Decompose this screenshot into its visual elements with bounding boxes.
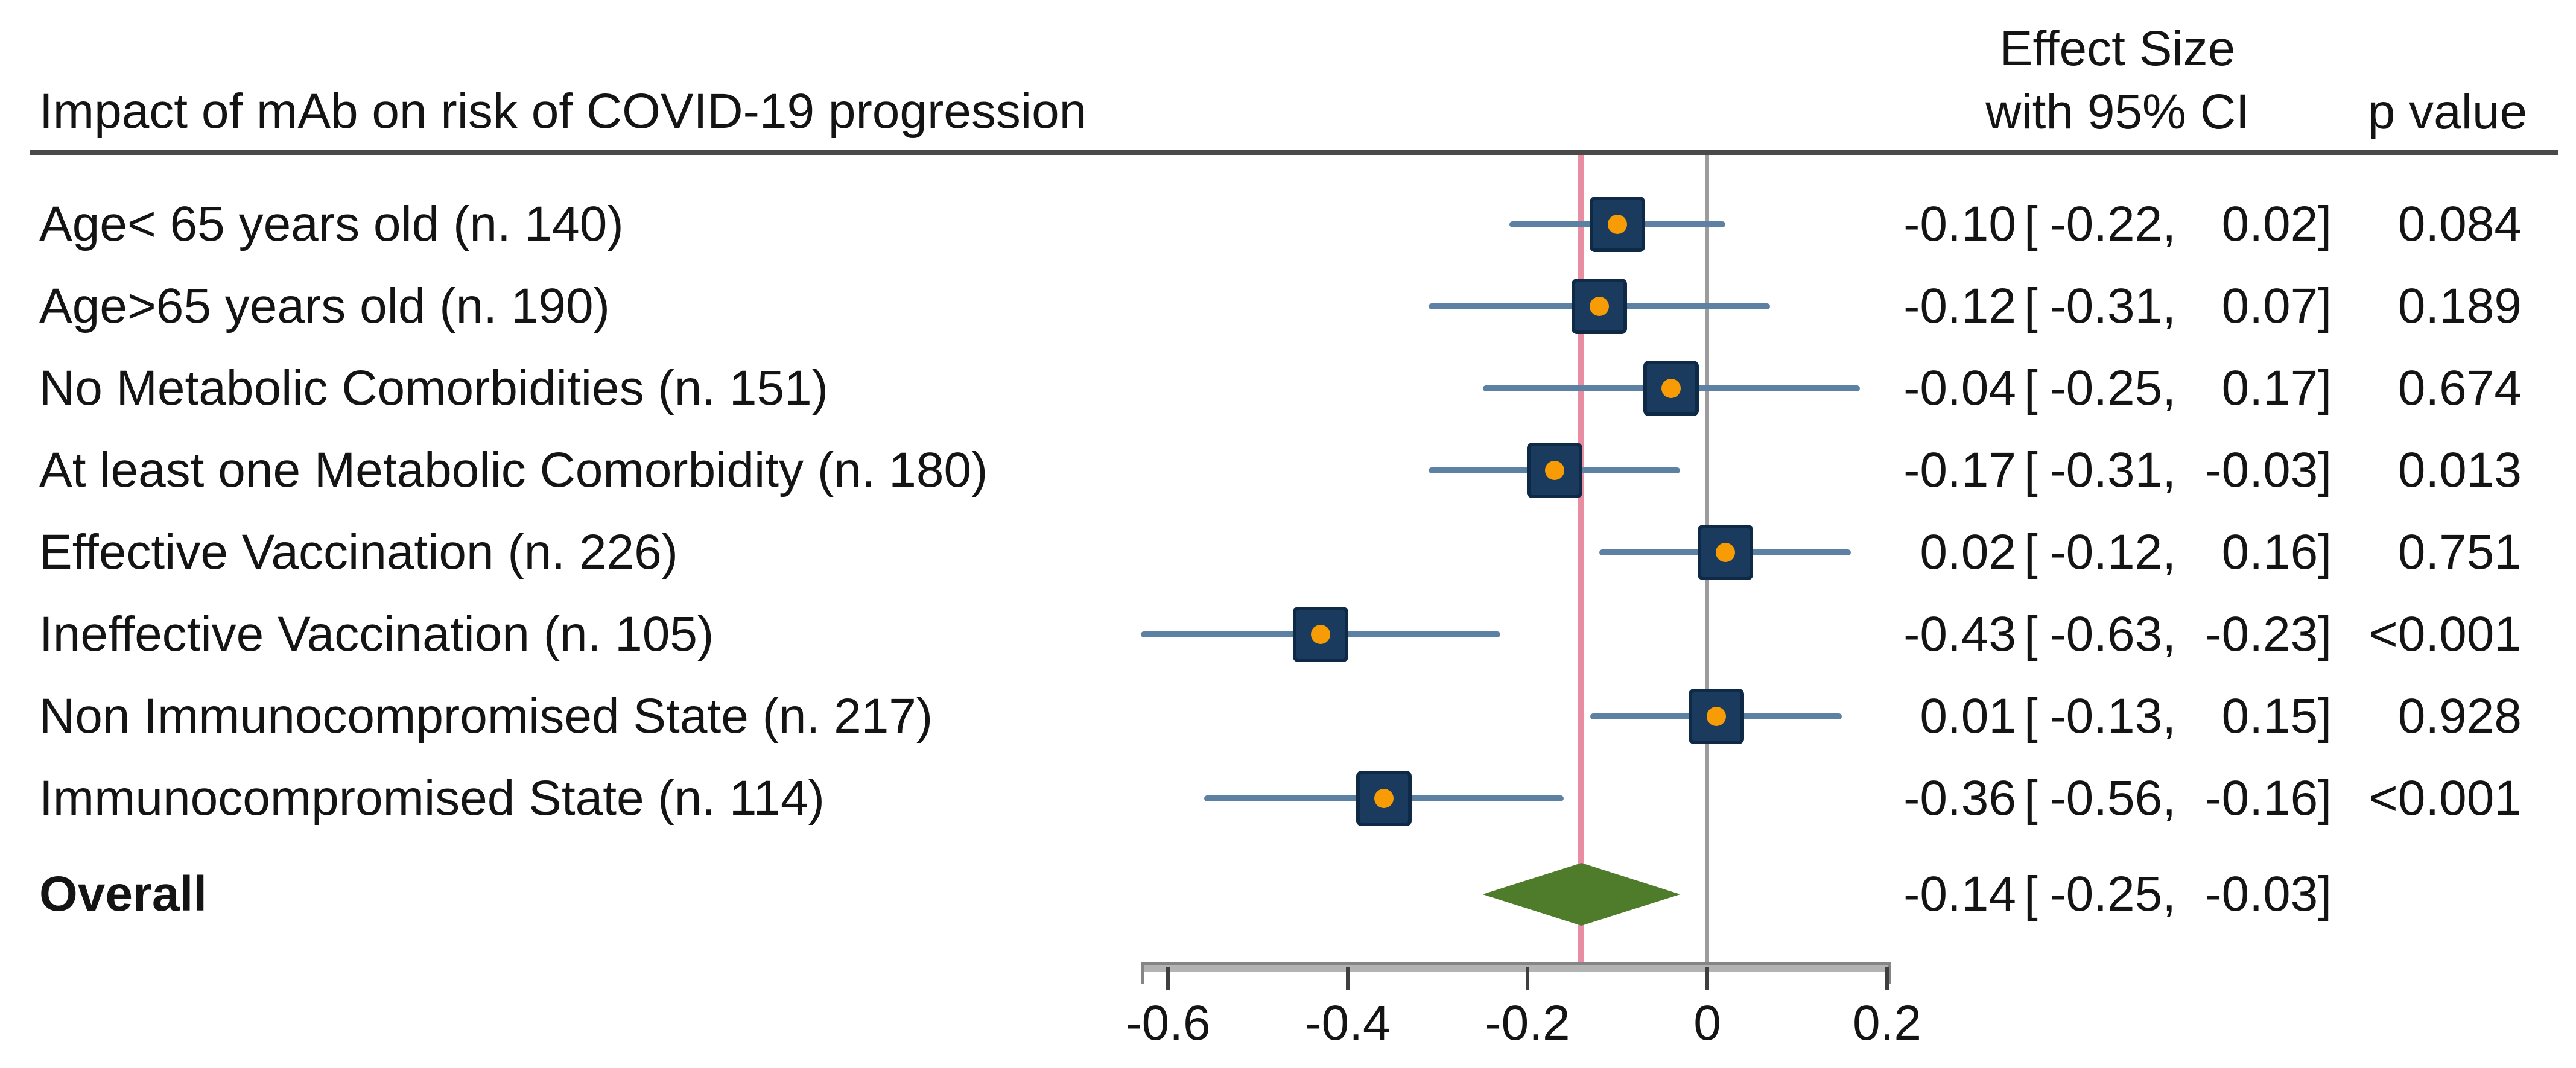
row-effect-estimate: -0.17 (1903, 443, 2016, 498)
effect-center-dot (1661, 379, 1681, 398)
row-ci-open-bracket: [ (2024, 607, 2038, 662)
effect-center-dot (1311, 625, 1331, 644)
overall-estimate-line (1578, 155, 1585, 962)
row-ci-open-bracket: [ (2024, 771, 2038, 826)
row-label: Age< 65 years old (n. 140) (39, 197, 624, 251)
row-ci-high: -0.23] (2205, 607, 2332, 662)
effect-center-dot (1374, 789, 1394, 808)
row-p-value: 0.751 (2397, 525, 2522, 580)
row-p-value: 0.189 (2397, 279, 2522, 333)
overall-effect-estimate: -0.14 (1903, 867, 2016, 921)
overall-diamond (1482, 863, 1681, 926)
row-effect-estimate: 0.02 (1920, 525, 2016, 580)
effect-center-dot (1544, 461, 1564, 480)
x-axis-tick-label: -0.2 (1485, 996, 1570, 1051)
row-ci-open-bracket: [ (2024, 361, 2038, 416)
row-effect-estimate: -0.36 (1903, 771, 2016, 826)
x-axis-line (1141, 962, 1892, 972)
row-label: At least one Metabolic Comorbidity (n. 1… (39, 443, 988, 498)
x-axis-tick (1885, 967, 1889, 990)
row-ci-open-bracket: [ (2024, 689, 2038, 744)
x-axis-tick (1166, 967, 1170, 990)
row-p-value: 0.084 (2397, 197, 2522, 251)
row-ci-high: 0.15] (2221, 689, 2332, 744)
overall-ci-open-bracket: [ (2024, 867, 2038, 921)
row-label: Age>65 years old (n. 190) (39, 279, 610, 333)
effect-center-dot (1715, 543, 1735, 562)
effect-center-dot (1608, 215, 1627, 234)
row-p-value: 0.013 (2397, 443, 2522, 498)
row-ci-open-bracket: [ (2024, 279, 2038, 333)
row-ci-open-bracket: [ (2024, 443, 2038, 498)
p-value-column-header: p value (2367, 84, 2528, 139)
overall-label: Overall (39, 867, 208, 921)
row-p-value: <0.001 (2368, 771, 2522, 826)
row-effect-estimate: -0.43 (1903, 607, 2016, 662)
row-ci-high: -0.16] (2205, 771, 2332, 826)
row-ci-low: -0.31, (2049, 443, 2176, 498)
page-title: Impact of mAb on risk of COVID-19 progre… (39, 84, 1087, 139)
row-ci-low: -0.56, (2049, 771, 2176, 826)
row-effect-estimate: -0.04 (1903, 361, 2016, 416)
x-axis-tick (1346, 967, 1350, 990)
row-ci-high: 0.16] (2221, 525, 2332, 580)
row-ci-low: -0.13, (2049, 689, 2176, 744)
overall-ci-low: -0.25, (2049, 867, 2176, 921)
row-effect-estimate: -0.10 (1903, 197, 2016, 251)
row-ci-high: 0.07] (2221, 279, 2332, 333)
effect-size-header-line2: with 95% CI (1985, 84, 2250, 139)
effect-center-dot (1706, 707, 1726, 726)
row-label: Immunocompromised State (n. 114) (39, 771, 825, 826)
x-axis-tick-label: 0.2 (1853, 996, 1921, 1051)
row-ci-high: -0.03] (2205, 443, 2332, 498)
x-axis-tick (1705, 967, 1709, 990)
x-axis-tick-label: 0 (1693, 996, 1721, 1051)
row-ci-low: -0.31, (2049, 279, 2176, 333)
row-p-value: 0.928 (2397, 689, 2522, 744)
x-axis-tick (1526, 967, 1529, 990)
row-label: Ineffective Vaccination (n. 105) (39, 607, 714, 662)
row-ci-open-bracket: [ (2024, 525, 2038, 580)
effect-size-header-line1: Effect Size (1999, 21, 2236, 76)
row-label: Non Immunocompromised State (n. 217) (39, 689, 933, 744)
overall-ci-high: -0.03] (2205, 867, 2332, 921)
effect-center-dot (1590, 297, 1610, 316)
row-ci-low: -0.63, (2049, 607, 2176, 662)
x-axis-left-cap (1141, 962, 1145, 984)
row-label: Effective Vaccination (n. 226) (39, 525, 678, 580)
row-p-value: 0.674 (2397, 361, 2522, 416)
row-effect-estimate: 0.01 (1920, 689, 2016, 744)
row-effect-estimate: -0.12 (1903, 279, 2016, 333)
row-ci-low: -0.22, (2049, 197, 2176, 251)
effect-size-column-header: Effect Size with 95% CI (1924, 17, 2311, 144)
row-ci-high: 0.17] (2221, 361, 2332, 416)
row-ci-open-bracket: [ (2024, 197, 2038, 251)
x-axis-right-cap (1888, 962, 1892, 984)
effect-square-marker (1688, 689, 1744, 744)
x-axis-tick-label: -0.6 (1125, 996, 1211, 1051)
header-divider (30, 150, 2558, 155)
row-p-value: <0.001 (2368, 607, 2522, 662)
row-ci-high: 0.02] (2221, 197, 2332, 251)
effect-square-marker (1572, 279, 1628, 334)
row-ci-low: -0.12, (2049, 525, 2176, 580)
row-ci-low: -0.25, (2049, 361, 2176, 416)
x-axis-tick-label: -0.4 (1305, 996, 1391, 1051)
row-label: No Metabolic Comorbidities (n. 151) (39, 361, 828, 416)
